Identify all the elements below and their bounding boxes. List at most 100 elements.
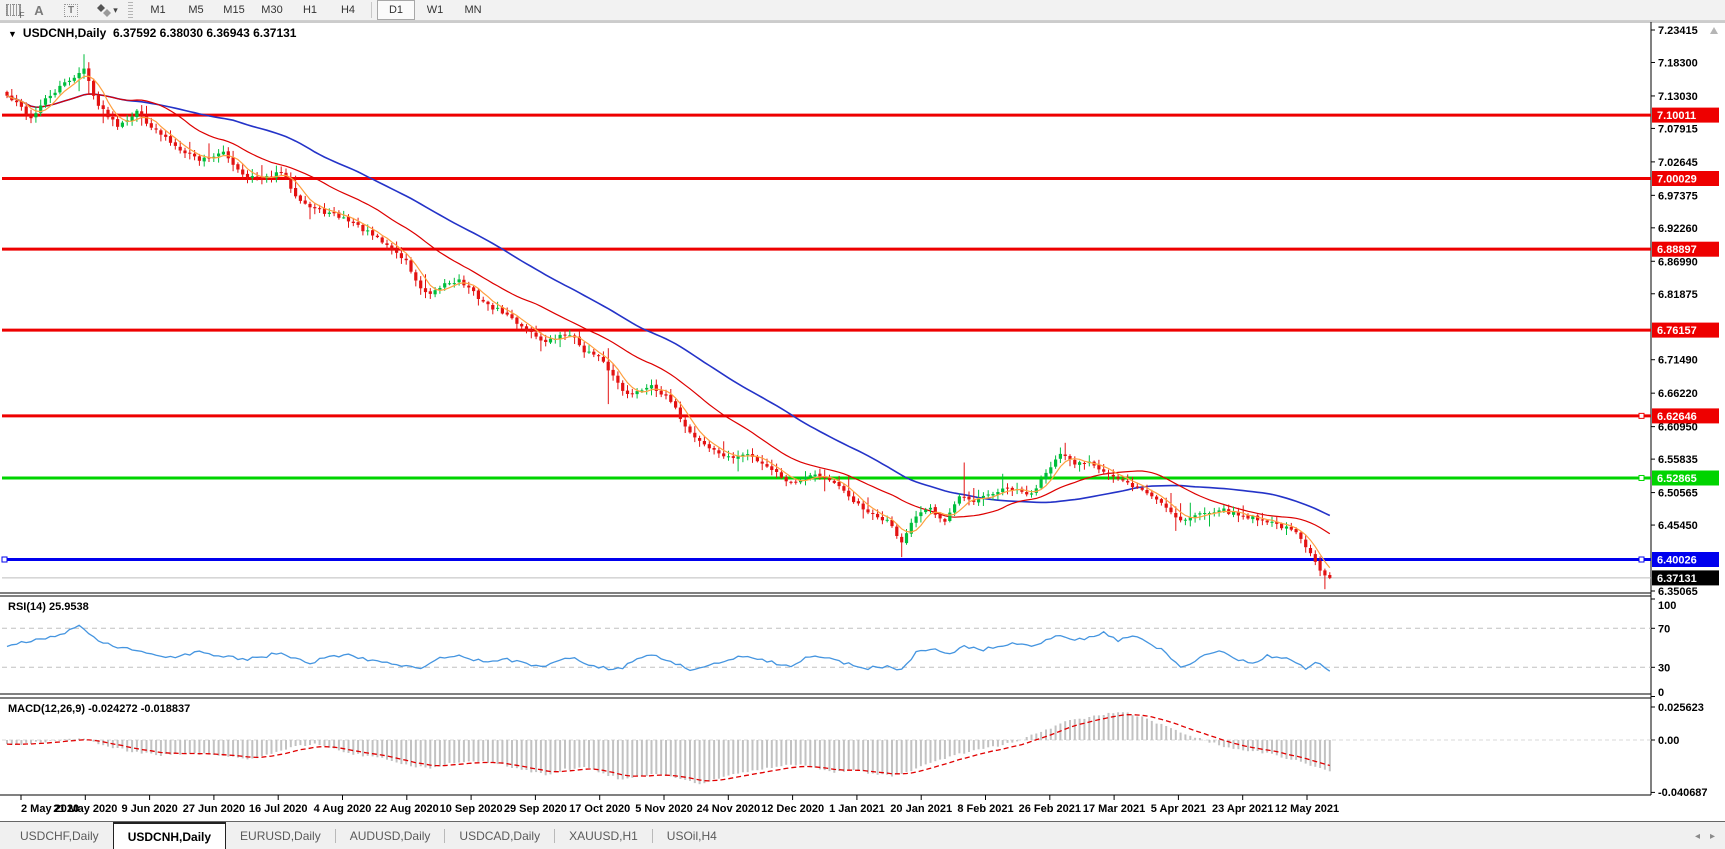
svg-text:6.76157: 6.76157	[1657, 325, 1697, 337]
rsi-level-label: 100	[1658, 600, 1676, 612]
price-badge-6.40026: 6.40026	[1652, 552, 1719, 567]
price-tick-label: 7.18300	[1658, 57, 1698, 69]
price-badge-6.76157: 6.76157	[1652, 322, 1719, 338]
timeframe-group-separator	[371, 2, 372, 18]
timeframe-button-d1[interactable]: D1	[377, 0, 415, 20]
date-label: 16 Jul 2020	[249, 803, 308, 815]
ma-slow-line	[6, 93, 1331, 517]
arrows-tool-icon[interactable]: ▾	[90, 1, 124, 19]
macd-signal-line	[6, 713, 1330, 782]
date-label: 12 May 2021	[1275, 803, 1339, 815]
text-tool-icon[interactable]: A	[34, 2, 44, 18]
svg-text:6.88897: 6.88897	[1657, 244, 1697, 256]
date-label: 8 Feb 2021	[957, 803, 1013, 815]
rsi-level-label: 30	[1658, 662, 1670, 674]
toolbar-grip[interactable]	[128, 2, 133, 18]
tab-separator	[554, 829, 556, 843]
ma-fast-line	[6, 75, 1331, 569]
date-label: 17 Mar 2021	[1083, 803, 1145, 815]
tab-separator	[444, 829, 446, 843]
diamonds-icon	[97, 4, 112, 17]
chart-ohlc-values: 6.37592 6.38030 6.36943 6.37131	[112, 26, 297, 40]
date-label: 5 Nov 2020	[635, 803, 692, 815]
price-tick-label: 7.23415	[1658, 25, 1698, 37]
timeframe-button-h4[interactable]: H4	[340, 4, 356, 16]
rsi-line	[6, 624, 1331, 672]
timeframe-button-w1[interactable]: W1	[426, 4, 444, 16]
rsi-indicator-label: RSI(14) 25.9538	[8, 601, 89, 613]
price-badge-6.88897: 6.88897	[1652, 241, 1719, 257]
timeframe-button-m1[interactable]: M1	[150, 4, 166, 16]
chart-symbol-label: USDCNH,Daily	[22, 26, 107, 40]
line-handle	[1638, 556, 1645, 563]
candlestick-series	[5, 54, 1332, 590]
timeframe-button-m15[interactable]: M15	[223, 4, 245, 16]
date-label: 21 May 2020	[53, 803, 117, 815]
chart-scroll-marker[interactable]	[1710, 27, 1718, 34]
tab-audusd-daily[interactable]: AUDUSD,Daily	[349, 829, 431, 843]
date-label: 9 Jun 2020	[121, 803, 177, 815]
chart-canvas[interactable]: 7.23415 7.18300 7.13030 7.07915 7.02645 6.973…	[0, 0, 1725, 821]
tab-scroll-left-button[interactable]: ◂	[1694, 830, 1700, 842]
date-label: 4 Aug 2020	[314, 803, 372, 815]
price-tick-label: 6.81875	[1658, 289, 1698, 301]
price-axis: 7.23415 7.18300 7.13030 7.07915 7.02645 6.973…	[1651, 25, 1719, 598]
tab-scroll-right-button[interactable]: ▸	[1709, 830, 1715, 842]
date-label: 27 Jun 2020	[183, 803, 245, 815]
price-tick-label: 6.35065	[1658, 586, 1698, 598]
price-tick-label: 7.02645	[1658, 157, 1698, 169]
macd-scale-label: -0.040687	[1658, 787, 1708, 799]
svg-text:6.40026: 6.40026	[1657, 555, 1697, 567]
price-tick-label: 6.97375	[1658, 190, 1698, 202]
text-label-tool-icon[interactable]: T	[58, 1, 84, 19]
timeframe-button-mn[interactable]: MN	[464, 4, 482, 16]
tab-usoil-h4[interactable]: USOil,H4	[666, 829, 717, 843]
date-label: 2 May 2020	[21, 803, 79, 815]
svg-text:6.62646: 6.62646	[1657, 411, 1697, 423]
timeframe-button-m30[interactable]: M30	[261, 4, 283, 16]
line-handle	[1, 556, 8, 563]
timeframe-button-h1[interactable]: H1	[302, 4, 318, 16]
macd-indicator-label: MACD(12,26,9) -0.024272 -0.018837	[8, 703, 191, 715]
price-badge-6.52865: 6.52865	[1652, 470, 1719, 486]
dropdown-caret-icon: ▾	[113, 4, 118, 15]
price-badge-7.10011: 7.10011	[1652, 107, 1719, 123]
price-tick-label: 7.07915	[1658, 123, 1698, 135]
ma-fast-layer	[6, 75, 1331, 569]
macd-panel: 0.025623 0.00 -0.040687	[2, 702, 1708, 799]
tab-separator	[334, 829, 336, 843]
rsi-level-label: 0	[1658, 687, 1664, 699]
date-label: 1 Jan 2021	[829, 803, 885, 815]
price-badge-6.62646: 6.62646	[1652, 408, 1719, 424]
date-label: 17 Oct 2020	[569, 803, 630, 815]
price-badge-6.37131: 6.37131	[1652, 570, 1719, 586]
svg-text:7.00029: 7.00029	[1657, 174, 1697, 186]
macd-values: -0.024272 -0.018837	[88, 703, 191, 715]
date-label: 26 Feb 2021	[1019, 803, 1081, 815]
tab-usdcnh-daily[interactable]: USDCNH,Daily	[112, 822, 227, 849]
date-label: 20 Jan 2021	[890, 803, 952, 815]
date-label: 5 Apr 2021	[1151, 803, 1206, 815]
tab-usdcad-daily[interactable]: USDCAD,Daily	[459, 829, 541, 843]
price-tick-label: 6.66220	[1658, 388, 1698, 400]
price-tick-label: 6.45450	[1658, 520, 1698, 532]
tab-usdchf-daily[interactable]: USDCHF,Daily	[20, 829, 99, 843]
price-tick-label: 6.86990	[1658, 256, 1698, 268]
tab-xauusd-h1[interactable]: XAUUSD,H1	[569, 829, 638, 843]
tab-scrollbar: ◂ ▸	[1695, 822, 1715, 849]
timeframe-button-m5[interactable]: M5	[188, 4, 204, 16]
top-toolbar: F A T ▾ M1 M5 M15 M30 H1 H4 D1 W1 MN	[0, 0, 1725, 21]
date-label: 24 Nov 2020	[696, 803, 760, 815]
price-tick-label: 7.13030	[1658, 91, 1698, 103]
price-tick-label: 6.50565	[1658, 488, 1698, 500]
fibonacci-tool-icon[interactable]: F	[0, 1, 26, 20]
line-handle	[1638, 412, 1645, 419]
svg-text:6.52865: 6.52865	[1657, 473, 1697, 485]
collapse-chart-icon[interactable]: ▼	[8, 29, 17, 39]
rsi-level-label: 70	[1658, 623, 1670, 635]
tab-eurusd-daily[interactable]: EURUSD,Daily	[240, 829, 321, 843]
svg-text:6.37131: 6.37131	[1657, 573, 1697, 585]
line-handle	[1638, 474, 1645, 481]
date-label: 10 Sep 2020	[440, 803, 503, 815]
